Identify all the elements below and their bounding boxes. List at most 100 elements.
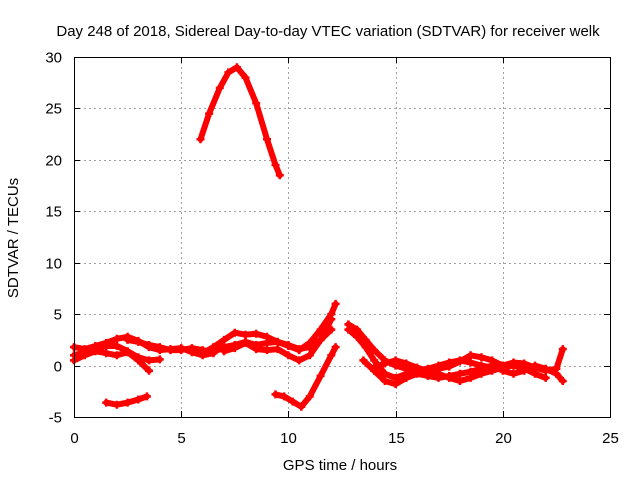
data-point	[263, 332, 271, 341]
data-point	[80, 351, 89, 360]
data-point	[509, 369, 518, 378]
data-point	[220, 335, 229, 344]
data-point	[455, 369, 464, 378]
series-arc-g	[220, 315, 336, 365]
data-point	[224, 68, 233, 77]
data-point	[370, 356, 379, 365]
data-point	[541, 364, 550, 373]
y-tick-label: 25	[45, 101, 62, 118]
data-point	[295, 356, 304, 365]
data-point	[271, 161, 280, 169]
data-point	[166, 346, 175, 355]
data-point	[361, 343, 370, 352]
data-point	[198, 349, 207, 358]
y-tick-labels: -5 0 5 10 15 20 25 30	[45, 50, 62, 427]
data-point	[145, 341, 153, 349]
data-point	[263, 346, 271, 355]
data-point	[391, 380, 400, 389]
data-point	[466, 351, 475, 360]
data-point	[252, 345, 261, 354]
data-point	[280, 392, 289, 401]
data-point	[541, 373, 550, 382]
data-point	[123, 348, 132, 357]
data-point	[252, 329, 261, 338]
series-arc-l	[370, 356, 550, 385]
data-point	[187, 344, 196, 353]
x-tick-label: 20	[495, 430, 512, 447]
data-point	[558, 345, 567, 354]
data-point	[558, 377, 567, 385]
data-point	[380, 359, 389, 368]
data-point	[520, 364, 529, 373]
data-point	[380, 369, 389, 378]
data-point	[215, 83, 224, 92]
data-point	[102, 342, 111, 350]
data-point	[434, 369, 443, 378]
data-point	[391, 356, 400, 365]
data-point	[230, 328, 239, 337]
data-point	[112, 400, 121, 409]
data-point	[552, 369, 561, 378]
data-point	[205, 109, 214, 118]
data-point	[445, 362, 454, 371]
data-point	[488, 366, 497, 375]
data-point	[353, 325, 361, 334]
y-tick-label: -5	[49, 410, 62, 427]
data-point	[305, 351, 314, 360]
data-point	[241, 338, 250, 347]
data-point	[123, 335, 132, 344]
data-point	[102, 398, 111, 407]
data-point	[220, 347, 229, 356]
data-point	[327, 315, 336, 324]
data-point	[423, 366, 432, 375]
data-point	[455, 377, 464, 385]
data-point	[134, 395, 143, 404]
y-tick-label: 10	[45, 256, 62, 273]
data-point	[91, 347, 100, 356]
y-tick-label: 30	[45, 50, 62, 67]
data-point	[402, 359, 411, 368]
data-point	[455, 357, 464, 366]
data-point	[380, 377, 389, 385]
data-point	[284, 341, 293, 349]
chart-title: Day 248 of 2018, Sidereal Day-to-day VTE…	[56, 23, 600, 40]
data-point	[196, 135, 205, 144]
data-point	[134, 356, 143, 365]
data-point	[344, 325, 353, 334]
data-point	[402, 373, 411, 382]
data-point	[370, 346, 379, 355]
data-point	[297, 402, 306, 411]
series-arc-high	[196, 63, 284, 180]
data-point	[531, 361, 539, 370]
x-tick-label: 5	[177, 430, 185, 447]
data-point	[241, 330, 250, 339]
x-tick-label: 0	[70, 430, 78, 447]
series-layer	[70, 63, 567, 411]
tick-marks	[74, 57, 611, 418]
data-point	[252, 99, 261, 108]
data-point	[316, 335, 325, 344]
data-point	[142, 392, 151, 401]
data-point	[477, 369, 486, 378]
data-point	[477, 353, 486, 362]
data-point	[284, 351, 293, 360]
data-point	[123, 398, 132, 407]
data-point	[466, 358, 475, 367]
series-line	[197, 64, 283, 179]
data-point	[353, 332, 361, 341]
x-tick-labels: 0 5 10 15 20 25	[70, 430, 619, 447]
data-point	[275, 171, 284, 180]
x-tick-label: 10	[280, 430, 297, 447]
data-point	[241, 73, 250, 82]
y-tick-label: 0	[54, 359, 62, 376]
data-point	[134, 337, 143, 346]
y-tick-label: 20	[45, 153, 62, 170]
data-point	[112, 351, 121, 360]
data-point	[498, 363, 507, 372]
data-point	[445, 373, 454, 382]
data-point	[177, 346, 186, 355]
y-axis-label: SDTVAR / TECUs	[5, 178, 22, 298]
series-arc-d	[102, 392, 151, 409]
y-tick-label: 15	[45, 204, 62, 221]
data-point	[509, 361, 518, 370]
